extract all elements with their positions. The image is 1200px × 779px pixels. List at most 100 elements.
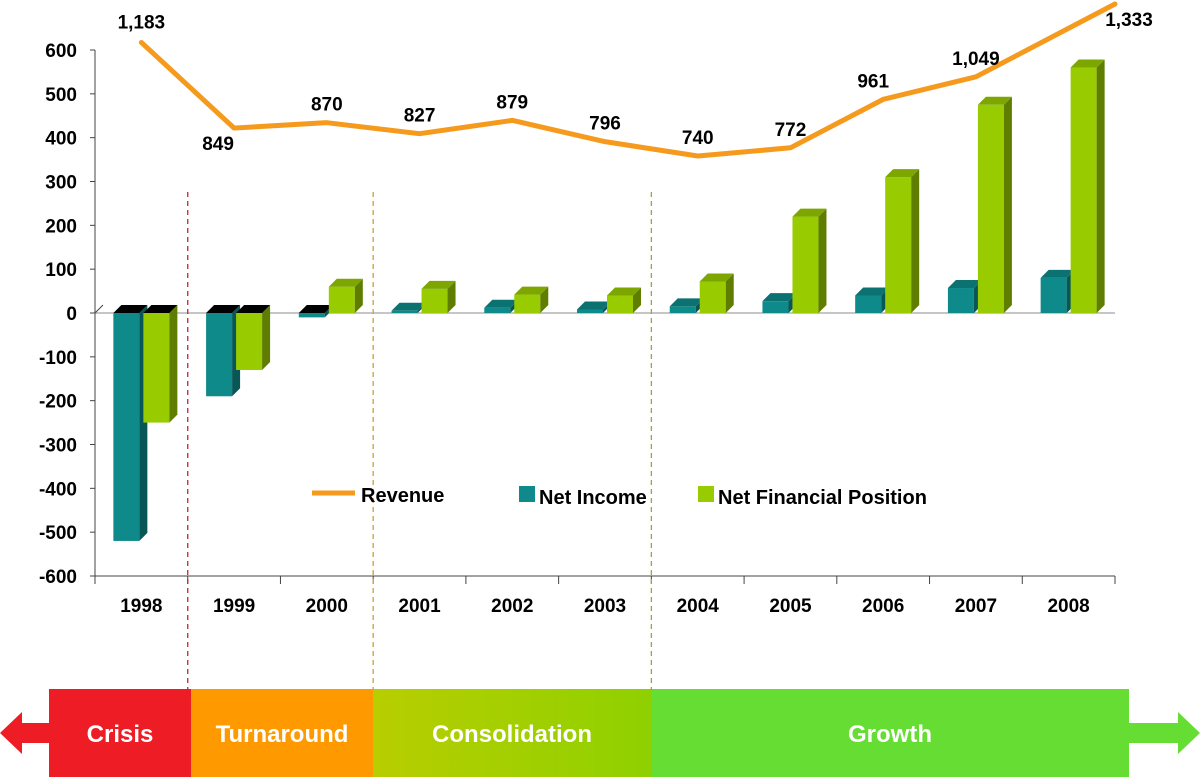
bar-front (391, 310, 418, 313)
phase-label: Crisis (87, 721, 154, 748)
revenue-data-label: 827 (404, 106, 436, 127)
bar (484, 299, 519, 313)
bar (885, 169, 920, 313)
bar (577, 301, 611, 313)
bar (855, 287, 890, 313)
bar-front (855, 295, 882, 313)
x-tick-label: 2001 (398, 596, 441, 617)
y-axis: 600 500 400 300 200 100 0 -100 -200 -300 -400 -500 -… (39, 41, 1116, 690)
revenue-line-path (138, 1, 1118, 159)
left-arrow-icon (0, 712, 50, 754)
bar-side (633, 287, 641, 313)
bar-side (818, 208, 827, 313)
bar-front (113, 313, 140, 541)
bar-top (298, 305, 333, 313)
x-tick-label: 2004 (677, 596, 720, 617)
legend-net-income-label: Net Income (539, 487, 647, 509)
x-tick-label: 2006 (862, 596, 904, 617)
bar (1070, 59, 1105, 314)
bar (328, 278, 363, 313)
bar-front (1040, 277, 1067, 313)
bar-front (328, 286, 355, 313)
x-tick-label: 2000 (306, 596, 348, 617)
bar-side (447, 280, 456, 313)
bar (298, 305, 333, 318)
bar-top (113, 305, 148, 313)
bar-front (947, 288, 974, 313)
y-tick-label: 100 (45, 260, 77, 281)
y-tick-label: 300 (45, 173, 77, 194)
bar-top (762, 293, 797, 302)
phase-segment (191, 689, 373, 777)
right-arrow-icon (1128, 712, 1200, 754)
bar-front (669, 306, 696, 313)
revenue-data-label: 740 (682, 128, 714, 149)
y-tick-label: -400 (39, 479, 77, 500)
bar (206, 305, 241, 397)
revenue-data-label: 879 (496, 92, 528, 113)
bar-front (143, 313, 170, 423)
phase-label: Turnaround (216, 721, 349, 748)
y-tick-label: 600 (45, 41, 77, 62)
revenue-data-label: 772 (775, 120, 807, 141)
bar-front (885, 177, 912, 313)
legend: Revenue Net Income Net Financial Position (312, 485, 927, 509)
bar-side (911, 169, 920, 313)
revenue-data-label: 961 (857, 71, 889, 92)
bar-front (607, 295, 633, 313)
bar-top (792, 208, 827, 217)
bar (391, 302, 426, 313)
bar-side (354, 278, 363, 313)
zero-depth-line (94, 304, 104, 314)
bar-top (328, 278, 363, 287)
x-tick-label: 1998 (120, 596, 162, 617)
bar (113, 305, 148, 541)
bar-top (206, 305, 241, 313)
bar-top (607, 287, 641, 296)
phase-segment (49, 689, 191, 777)
bar (514, 286, 549, 313)
bar-front (577, 309, 603, 313)
phase-segment (651, 689, 1129, 777)
bar-front (206, 313, 233, 397)
bar-top (1040, 269, 1075, 278)
y-tick-label: -500 (39, 523, 77, 544)
revenue-data-label: 849 (202, 134, 234, 155)
bar-top (514, 286, 549, 295)
bar-top (669, 298, 704, 307)
bar-front (514, 294, 541, 313)
y-tick-label: -300 (39, 436, 77, 457)
bar-front (762, 301, 789, 313)
bar-front (236, 313, 263, 370)
bar (762, 293, 797, 313)
bar (1040, 269, 1075, 313)
bar-front (1070, 67, 1097, 314)
bar (607, 287, 641, 313)
bar (792, 208, 827, 313)
bar-side (262, 305, 271, 370)
revenue-data-label: 1,049 (952, 49, 1000, 70)
y-tick-label: -100 (39, 348, 77, 369)
bar-side (1003, 96, 1012, 314)
bar (669, 298, 704, 313)
bar-top (855, 287, 890, 296)
y-tick-label: 500 (45, 85, 77, 106)
y-tick-label: -200 (39, 392, 77, 413)
x-tick-label: 2005 (769, 596, 812, 617)
y-tick-label: 400 (45, 129, 77, 150)
bar-front (421, 288, 448, 313)
bar-front (977, 104, 1004, 314)
bars (113, 59, 1105, 541)
revenue-data-label: 870 (311, 95, 343, 116)
bar-top (391, 302, 426, 311)
bar-top (484, 299, 519, 308)
bar-front (298, 313, 325, 318)
bar (236, 305, 271, 370)
x-tick-label: 2007 (955, 596, 997, 617)
bar-top (1070, 59, 1105, 68)
y-tick-label: 200 (45, 216, 77, 237)
bar (699, 273, 734, 313)
revenue-data-label: 1,183 (118, 12, 166, 33)
legend-nfp-swatch (698, 486, 714, 502)
